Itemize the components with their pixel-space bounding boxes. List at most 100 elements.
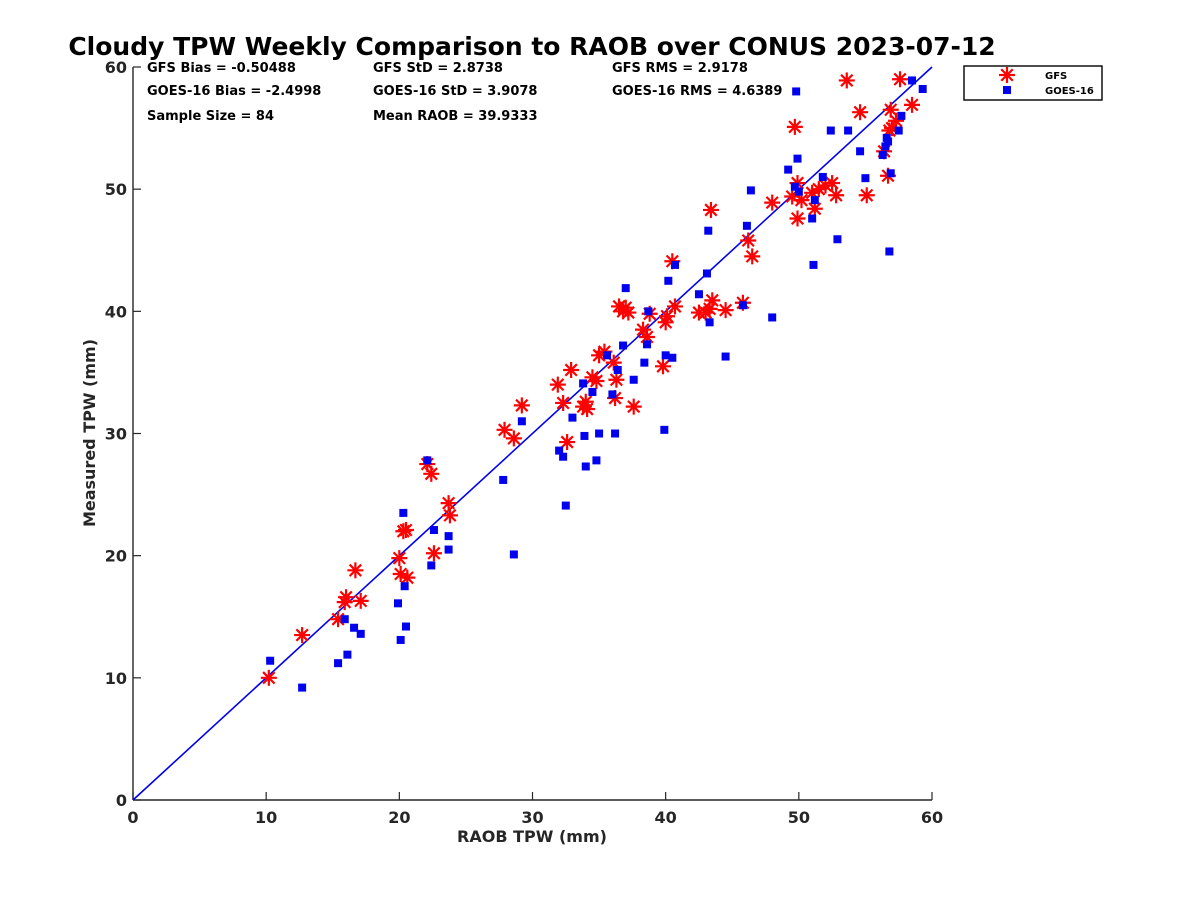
gfs-point [588,372,605,389]
stat-gfs-bias: GFS Bias = -0.50488 [147,61,296,76]
goes16-point [334,659,343,668]
chart-title: Cloudy TPW Weekly Comparison to RAOB ove… [68,32,995,61]
goes16-point [592,456,601,465]
goes16-point [581,462,590,471]
goes16-point [423,456,432,465]
goes16-point [908,76,917,85]
x-tick-label: 50 [788,808,810,827]
goes16-point [499,475,508,484]
goes16-point [897,111,906,120]
gfs-point [882,101,899,118]
goes16-point [844,126,853,135]
goes16-point [742,221,751,230]
goes16-point [826,126,835,135]
goes16-point [881,142,890,151]
gfs-point [347,562,364,579]
goes16-point [396,635,405,644]
y-tick-label: 60 [105,58,127,77]
goes16-point [400,582,409,591]
goes16-point [427,561,436,570]
y-tick-label: 40 [105,302,127,321]
gfs-point [635,321,652,338]
goes16-point [429,526,438,535]
stat-gfs-std: GFS StD = 2.8738 [373,61,503,76]
goes16-point [643,340,652,349]
stat-sample-size: Sample Size = 84 [147,109,274,124]
y-tick-label: 20 [105,547,127,566]
legend-gfs-label: GFS [1045,71,1067,82]
gfs-point [744,248,761,265]
reference-line-1to1 [132,66,933,801]
goes16-point [884,137,893,146]
gfs-point [888,112,905,129]
goes16-point [790,182,799,191]
gfs-point [824,175,841,192]
goes16-point [340,615,349,624]
gfs-point [441,507,458,524]
gfs-point [858,187,875,204]
goes16-point [885,247,894,256]
gfs-point [563,361,580,378]
gfs-point [338,589,355,606]
goes16-point [619,341,628,350]
gfs-point [559,434,576,451]
gfs-point [702,201,719,218]
goes16-point [394,599,403,608]
goes16-point [611,429,620,438]
gfs-point [904,96,921,113]
gfs-point [892,71,909,88]
goes16-point [793,154,802,163]
gfs-point [786,118,803,135]
x-tick-label: 20 [388,808,410,827]
gfs-point [579,401,596,418]
legend-goes16-label: GOES-16 [1045,86,1094,97]
gfs-point [740,232,757,249]
goes16-point [664,276,673,285]
gfs-point [620,304,637,321]
gfs-point [294,627,311,644]
goes16-point [444,545,453,554]
goes16-point [878,150,887,159]
series-gfs [260,71,921,686]
stat-goes-rms: GOES-16 RMS = 4.6389 [612,84,782,99]
gfs-point [397,522,414,539]
gfs-point [555,394,572,411]
goes16-point [298,683,307,692]
legend-gfs-marker [999,67,1015,83]
gfs-point [704,292,721,309]
goes16-point [580,431,589,440]
goes16-point [343,650,352,659]
y-tick-label: 30 [105,425,127,444]
goes16-point [660,425,669,434]
goes16-point [555,446,564,455]
gfs-point [352,592,369,609]
stat-goes-bias: GOES-16 Bias = -2.4998 [147,84,321,99]
goes16-point [668,353,677,362]
stats-annotations: GFS Bias = -0.50488 GFS StD = 2.8738 GFS… [147,61,782,124]
gfs-point [505,430,522,447]
gfs-point [655,358,672,375]
x-tick-label: 0 [127,808,138,827]
goes16-point [792,87,801,96]
gfs-point [666,298,683,315]
goes16-point [588,387,597,396]
y-axis-label: Measured TPW (mm) [80,339,99,527]
goes16-point [644,307,653,316]
x-tick-label: 60 [921,808,943,827]
gfs-point [608,371,625,388]
gfs-point [513,397,530,414]
x-tick-label: 30 [521,808,543,827]
gfs-point [425,545,442,562]
goes16-point [808,214,817,223]
gfs-point [625,398,642,415]
goes16-point [356,629,365,638]
y-tick-label: 0 [116,791,127,810]
goes16-point [894,126,903,135]
x-tick-label: 10 [255,808,277,827]
goes16-point [399,508,408,517]
goes16-point [621,284,630,293]
legend-goes16-marker [1003,86,1011,94]
y-tick-label: 50 [105,180,127,199]
goes16-point [595,429,604,438]
y-tick-label: 10 [105,669,127,688]
